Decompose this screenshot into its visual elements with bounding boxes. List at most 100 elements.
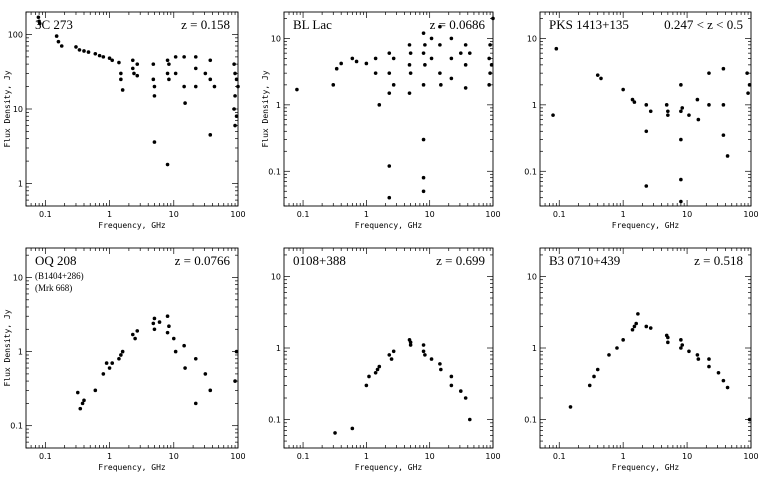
data-point (152, 94, 157, 98)
data-point (421, 83, 426, 87)
x-tick-label: 10 (425, 210, 435, 219)
data-point (130, 58, 135, 63)
data-point (429, 357, 434, 361)
data-point (391, 83, 396, 87)
data-point (119, 353, 123, 357)
data-point (117, 356, 121, 361)
data-point (707, 71, 711, 75)
data-point (463, 43, 468, 47)
y-tick-label: 10 (13, 273, 23, 282)
data-point (587, 383, 592, 388)
x-axis-label: Frequency, GHz (612, 221, 680, 230)
data-point (680, 106, 685, 110)
data-point (680, 343, 685, 347)
panel-1: 0.1 1 10 100 1 10 100 Frequency, GHz Flux Densit… (3, 11, 246, 230)
data-point (467, 51, 472, 55)
data-point (151, 62, 156, 66)
y-tick-label: 10 (527, 34, 537, 43)
redshift-label: 0.247 < z < 0.5 (664, 17, 743, 32)
data-point (212, 84, 217, 89)
data-point (82, 49, 86, 53)
data-point (203, 71, 208, 76)
data-point (679, 199, 683, 204)
data-point (152, 140, 157, 144)
plot-frame (539, 247, 752, 449)
data-point (375, 367, 380, 372)
panel-title: B3 0710+439 (549, 253, 620, 268)
data-point (716, 371, 721, 375)
data-point (193, 66, 198, 71)
data-point (165, 314, 170, 319)
data-point (458, 51, 463, 55)
y-tick-label: 0.1 (268, 416, 281, 425)
data-point (364, 61, 369, 66)
x-tick-label: 100 (743, 210, 758, 219)
data-point (745, 71, 749, 75)
data-point (666, 109, 670, 114)
data-point (208, 388, 213, 393)
data-point (696, 117, 701, 122)
x-tick-label: 0.1 (39, 452, 52, 461)
data-point (487, 83, 491, 87)
x-tick-label: 10 (169, 210, 179, 219)
data-point (595, 73, 600, 77)
x-tick-label: 0.1 (39, 210, 52, 219)
redshift-label: z = 0.699 (436, 253, 485, 268)
redshift-label: z = 0.158 (181, 17, 230, 32)
data-point (421, 189, 426, 194)
data-point (135, 73, 140, 78)
panel-note: (Mrk 668) (35, 283, 72, 293)
data-point (377, 364, 382, 369)
y-tick-label: 1 (18, 348, 23, 357)
data-point (86, 50, 91, 54)
data-point (387, 91, 392, 95)
data-point (488, 71, 492, 75)
x-tick-label: 10 (682, 452, 692, 461)
data-point (183, 366, 187, 370)
data-point (389, 357, 394, 361)
data-point (77, 48, 82, 52)
data-point (747, 417, 752, 422)
data-point (438, 71, 442, 75)
x-tick-label: 0.1 (553, 210, 566, 219)
panel-title: BL Lac (293, 17, 332, 32)
data-point (687, 349, 691, 354)
data-point (334, 66, 339, 71)
y-tick-label: 10 (271, 34, 281, 43)
data-point (725, 154, 730, 158)
data-point (107, 56, 112, 61)
data-point (747, 83, 752, 87)
data-point (644, 129, 649, 134)
x-tick-label: 1 (364, 452, 369, 461)
data-point (632, 100, 637, 104)
data-point (151, 77, 156, 82)
x-tick-label: 1 (364, 210, 369, 219)
data-point (236, 84, 240, 89)
data-point (183, 101, 187, 105)
data-point (93, 52, 98, 56)
y-tick-label: 0.1 (524, 416, 537, 425)
data-point (331, 83, 336, 87)
data-point (167, 62, 171, 66)
data-point (75, 390, 80, 395)
data-point (421, 349, 426, 354)
plot-frame (25, 247, 239, 449)
x-axis-label: Frequency, GHz (98, 463, 166, 472)
data-point (679, 346, 683, 350)
data-point (120, 349, 125, 354)
y-tick-label: 10 (13, 105, 23, 114)
data-point (391, 56, 396, 61)
data-point (679, 177, 683, 182)
data-point (615, 346, 619, 350)
data-point (234, 77, 239, 82)
x-tick-label: 10 (169, 452, 179, 461)
x-tick-label: 10 (682, 210, 692, 219)
y-axis-label: Flux Density, Jy (3, 309, 12, 386)
data-point (233, 123, 237, 128)
data-point (101, 372, 106, 376)
data-point (133, 336, 137, 341)
data-point (120, 88, 125, 92)
data-point (725, 385, 730, 390)
data-point (721, 378, 726, 383)
